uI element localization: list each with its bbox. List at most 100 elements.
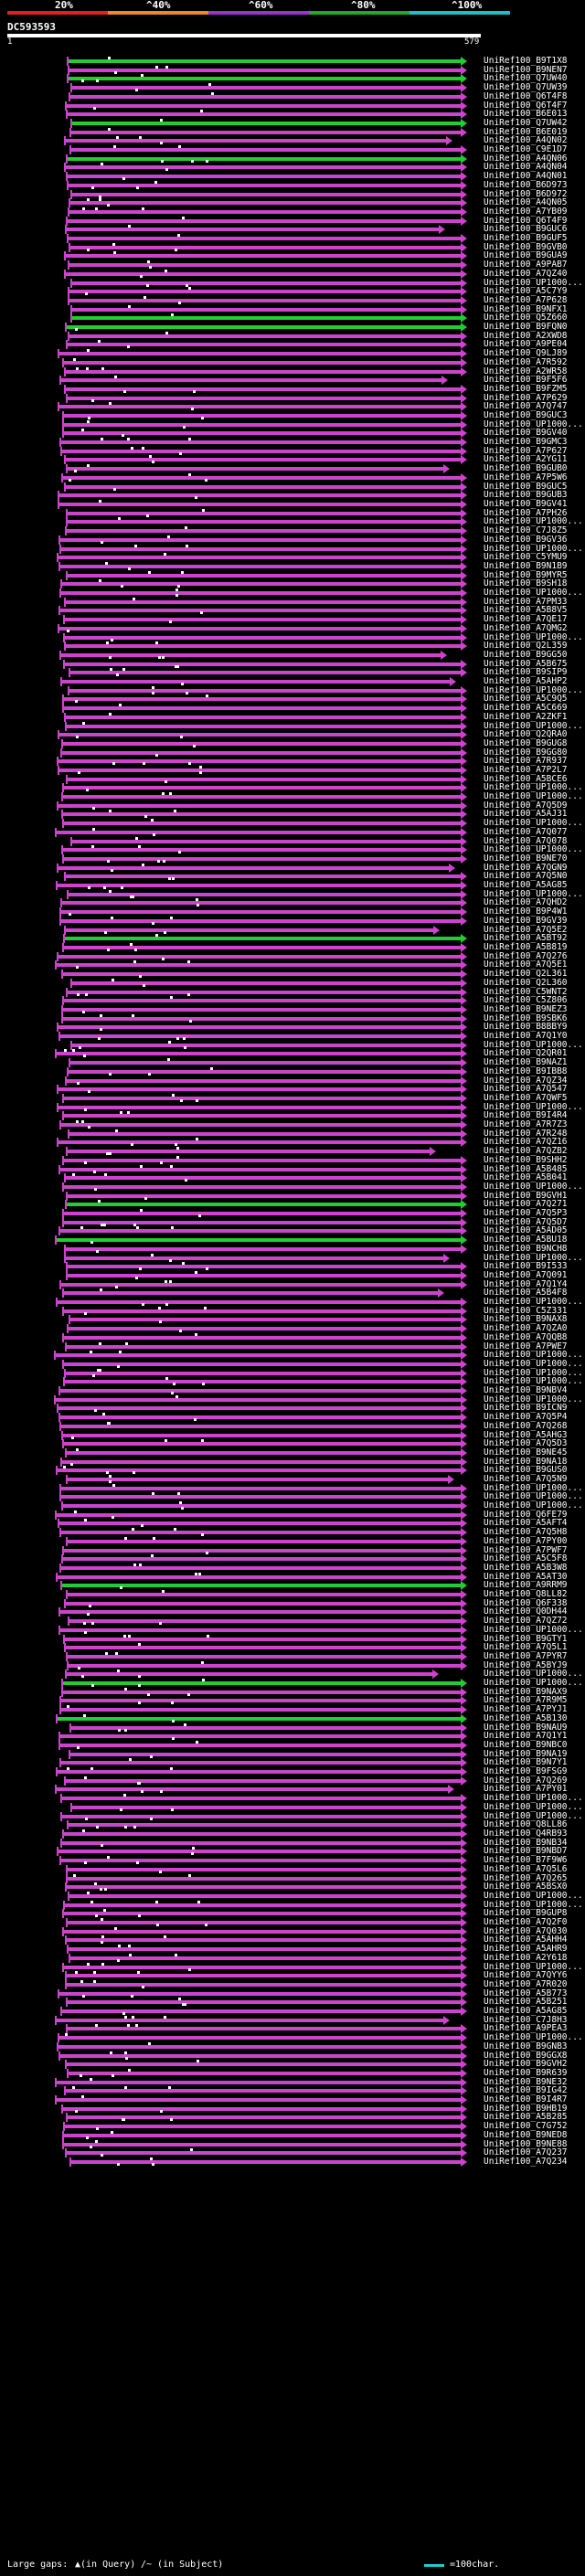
hit-link[interactable]: UniRef100_UP1000... (484, 632, 583, 642)
hit-link[interactable]: UniRef100_A7Q078 (484, 836, 568, 846)
hit-alignment-bar[interactable] (58, 2054, 461, 2058)
hit-link[interactable]: UniRef100_B9GTY1 (484, 1634, 568, 1644)
hit-alignment-bar[interactable] (68, 263, 461, 267)
hit-alignment-bar[interactable] (62, 431, 461, 435)
hit-alignment-bar[interactable] (66, 574, 461, 578)
hit-link[interactable]: UniRef100_C7J8H3 (484, 2015, 568, 2025)
hit-link[interactable]: UniRef100_A5C7Y9 (484, 286, 568, 296)
hit-alignment-bar[interactable] (63, 2125, 461, 2128)
hit-link[interactable]: UniRef100_B9GV39 (484, 916, 568, 926)
hit-alignment-bar[interactable] (62, 706, 461, 710)
hit-alignment-bar[interactable] (66, 1593, 461, 1596)
hit-link[interactable]: UniRef100_A5B4F8 (484, 1288, 568, 1298)
hit-alignment-bar[interactable] (62, 414, 461, 418)
hit-alignment-bar[interactable] (61, 1434, 461, 1437)
hit-alignment-bar[interactable] (55, 1052, 461, 1055)
hit-alignment-bar[interactable] (69, 1956, 461, 1960)
hit-link[interactable]: UniRef100_A7QWF5 (484, 1093, 568, 1103)
hit-link[interactable]: UniRef100_B9T1X8 (484, 56, 568, 66)
hit-link[interactable]: UniRef100_Q6T4F8 (484, 91, 568, 101)
hit-alignment-bar[interactable] (68, 1132, 461, 1136)
hit-link[interactable]: UniRef100_UP1000... (484, 1040, 583, 1050)
hit-alignment-bar[interactable] (67, 2072, 461, 2075)
hit-link[interactable]: UniRef100_A7Q5D7 (484, 1217, 568, 1227)
hit-alignment-bar[interactable] (66, 991, 461, 994)
hit-link[interactable]: UniRef100_B8BBY9 (484, 1022, 568, 1032)
hit-link[interactable]: UniRef100_A7Q030 (484, 1926, 568, 1936)
hit-link[interactable]: UniRef100_A7PWE7 (484, 1341, 568, 1352)
hit-alignment-bar[interactable] (64, 254, 461, 258)
hit-link[interactable]: UniRef100_Q2L359 (484, 641, 568, 651)
hit-alignment-bar[interactable] (64, 1779, 461, 1783)
hit-alignment-bar[interactable] (56, 884, 461, 887)
hit-link[interactable]: UniRef100_B9MYR5 (484, 570, 568, 580)
hit-alignment-bar[interactable] (62, 1114, 461, 1118)
hit-alignment-bar[interactable] (61, 795, 461, 799)
hit-link[interactable]: UniRef100_A7R9M5 (484, 1695, 568, 1705)
hit-link[interactable]: UniRef100_A5BCE6 (484, 774, 568, 784)
hit-alignment-bar[interactable] (66, 1150, 430, 1153)
hit-alignment-bar[interactable] (58, 1744, 461, 1747)
hit-link[interactable]: UniRef100_B9GNB3 (484, 2041, 568, 2051)
hit-link[interactable]: UniRef100_A5B3W8 (484, 1563, 568, 1573)
hit-link[interactable]: UniRef100_B9GUC6 (484, 224, 568, 234)
hit-alignment-bar[interactable] (59, 1761, 461, 1765)
hit-alignment-bar[interactable] (65, 1672, 432, 1676)
hit-link[interactable]: UniRef100_A7R937 (484, 756, 568, 766)
hit-link[interactable]: UniRef100_B9IG42 (484, 2085, 568, 2095)
hit-alignment-bar[interactable] (69, 1061, 461, 1065)
hit-alignment-bar[interactable] (62, 946, 461, 949)
hit-link[interactable]: UniRef100_B9SIP9 (484, 667, 568, 677)
hit-link[interactable]: UniRef100_UP1000... (484, 782, 583, 792)
hit-alignment-bar[interactable] (70, 281, 461, 285)
hit-link[interactable]: UniRef100_UP1000... (484, 1802, 583, 1812)
hit-link[interactable]: UniRef100_A7Q5L6 (484, 1864, 568, 1874)
hit-alignment-bar[interactable] (60, 901, 461, 905)
hit-link[interactable]: UniRef100_B6E013 (484, 109, 568, 119)
hit-link[interactable]: UniRef100_C7G752 (484, 2121, 568, 2131)
hit-alignment-bar[interactable] (58, 503, 461, 506)
hit-link[interactable]: UniRef100_A4QN05 (484, 197, 568, 207)
hit-alignment-bar[interactable] (65, 725, 461, 728)
hit-link[interactable]: UniRef100_A7Q1Y1 (484, 1731, 568, 1741)
hit-alignment-bar[interactable] (66, 2000, 461, 2004)
hit-alignment-bar[interactable] (62, 1362, 461, 1366)
hit-alignment-bar[interactable] (55, 1238, 461, 1242)
hit-alignment-bar[interactable] (64, 875, 461, 878)
hit-alignment-bar[interactable] (68, 290, 461, 293)
hit-link[interactable]: UniRef100_Q7UW39 (484, 82, 568, 92)
hit-link[interactable]: UniRef100_A7QZ40 (484, 269, 568, 279)
hit-link[interactable]: UniRef100_Q9LJ89 (484, 348, 568, 358)
hit-alignment-bar[interactable] (58, 493, 461, 497)
hit-alignment-bar[interactable] (62, 857, 461, 861)
hit-alignment-bar[interactable] (70, 193, 461, 196)
hit-alignment-bar[interactable] (62, 1212, 461, 1215)
hit-alignment-bar[interactable] (58, 352, 461, 355)
hit-alignment-bar[interactable] (59, 919, 461, 923)
hit-alignment-bar[interactable] (59, 1283, 461, 1287)
hit-alignment-bar[interactable] (68, 69, 461, 72)
hit-alignment-bar[interactable] (59, 1495, 461, 1499)
hit-alignment-bar[interactable] (66, 112, 461, 116)
hit-link[interactable]: UniRef100_B9GUB0 (484, 463, 568, 473)
hit-alignment-bar[interactable] (59, 440, 461, 444)
hit-alignment-bar[interactable] (58, 609, 461, 612)
hit-alignment-bar[interactable] (60, 582, 461, 586)
hit-alignment-bar[interactable] (64, 370, 461, 374)
hit-link[interactable]: UniRef100_A7P5W6 (484, 472, 568, 482)
hit-link[interactable]: UniRef100_A7Q5E1 (484, 959, 568, 970)
hit-link[interactable]: UniRef100_UP1000... (484, 1793, 583, 1803)
hit-alignment-bar[interactable] (70, 316, 461, 320)
hit-link[interactable]: UniRef100_B9NE70 (484, 853, 568, 864)
hit-alignment-bar[interactable] (66, 1877, 461, 1881)
hit-link[interactable]: UniRef100_B6D972 (484, 189, 568, 199)
hit-alignment-bar[interactable] (65, 325, 461, 329)
hit-alignment-bar[interactable] (64, 272, 461, 276)
hit-alignment-bar[interactable] (55, 1787, 448, 1791)
hit-link[interactable]: UniRef100_A7Q5H8 (484, 1527, 568, 1537)
hit-alignment-bar[interactable] (66, 2027, 461, 2030)
hit-link[interactable]: UniRef100_B9NBC0 (484, 1740, 568, 1750)
hit-alignment-bar[interactable] (64, 1602, 461, 1606)
hit-link[interactable]: UniRef100_A7Q5L1 (484, 1642, 568, 1652)
hit-alignment-bar[interactable] (55, 1513, 461, 1517)
